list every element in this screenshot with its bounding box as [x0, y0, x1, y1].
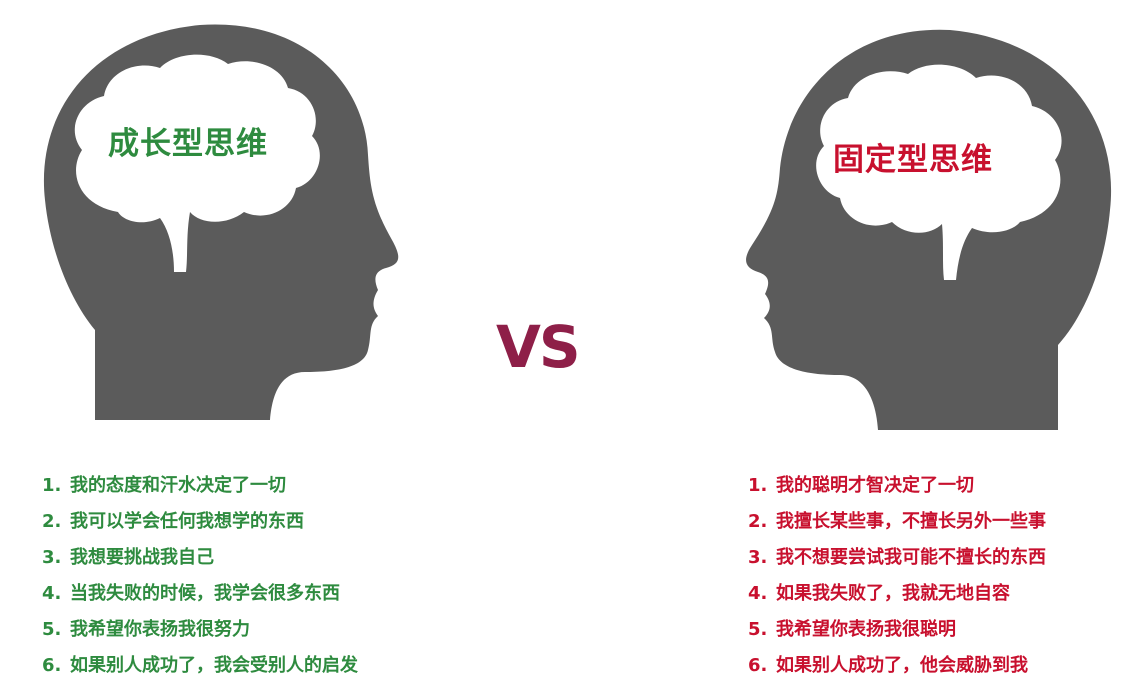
item-number: 2.: [748, 511, 768, 532]
vs-label: VS: [496, 313, 581, 381]
item-text: 我希望你表扬我很聪明: [776, 619, 956, 640]
item-text: 我擅长某些事，不擅长另外一些事: [776, 511, 1046, 532]
list-item: 3. 我不想要尝试我可能不擅长的东西: [748, 540, 1046, 576]
list-item: 5. 我希望你表扬我很努力: [42, 612, 358, 648]
list-item: 2. 我擅长某些事，不擅长另外一些事: [748, 504, 1046, 540]
list-item: 4. 当我失败的时候，我学会很多东西: [42, 576, 358, 612]
right-brain: [816, 64, 1062, 280]
list-item: 6. 如果别人成功了，我会受别人的启发: [42, 648, 358, 684]
list-item: 3. 我想要挑战我自己: [42, 540, 358, 576]
growth-mindset-title: 成长型思维: [108, 126, 268, 162]
growth-statement-list: 1. 我的态度和汗水决定了一切 2. 我可以学会任何我想学的东西 3. 我想要挑战我自…: [42, 468, 358, 684]
item-text: 当我失败的时候，我学会很多东西: [70, 583, 340, 604]
item-number: 3.: [42, 547, 62, 568]
left-brain: [74, 54, 320, 272]
heads-illustration: [43, 24, 1112, 431]
fixed-statement-list: 1. 我的聪明才智决定了一切 2. 我擅长某些事，不擅长另外一些事 3. 我不想要尝试…: [748, 468, 1046, 684]
item-number: 6.: [42, 655, 62, 676]
item-text: 我不想要尝试我可能不擅长的东西: [776, 547, 1046, 568]
item-number: 6.: [748, 655, 768, 676]
item-text: 我的态度和汗水决定了一切: [70, 475, 286, 496]
item-text: 我想要挑战我自己: [70, 547, 214, 568]
item-number: 1.: [42, 475, 62, 496]
item-number: 5.: [748, 619, 768, 640]
list-item: 2. 我可以学会任何我想学的东西: [42, 504, 358, 540]
item-number: 4.: [42, 583, 62, 604]
fixed-mindset-title: 固定型思维: [833, 142, 993, 178]
item-number: 1.: [748, 475, 768, 496]
item-text: 如果别人成功了，他会威胁到我: [776, 655, 1028, 676]
item-text: 我希望你表扬我很努力: [70, 619, 250, 640]
list-item: 6. 如果别人成功了，他会威胁到我: [748, 648, 1046, 684]
item-text: 我可以学会任何我想学的东西: [70, 511, 304, 532]
item-text: 如果我失败了，我就无地自容: [776, 583, 1010, 604]
item-text: 如果别人成功了，我会受别人的启发: [70, 655, 358, 676]
item-number: 2.: [42, 511, 62, 532]
list-item: 4. 如果我失败了，我就无地自容: [748, 576, 1046, 612]
list-item: 5. 我希望你表扬我很聪明: [748, 612, 1046, 648]
item-number: 5.: [42, 619, 62, 640]
list-item: 1. 我的态度和汗水决定了一切: [42, 468, 358, 504]
item-text: 我的聪明才智决定了一切: [776, 475, 974, 496]
list-item: 1. 我的聪明才智决定了一切: [748, 468, 1046, 504]
item-number: 3.: [748, 547, 768, 568]
item-number: 4.: [748, 583, 768, 604]
